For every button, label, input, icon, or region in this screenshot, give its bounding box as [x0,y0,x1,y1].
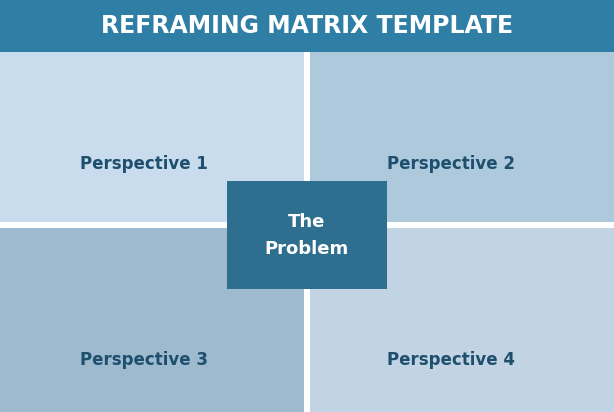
Bar [0,0,614,52]
Bar [310,227,614,412]
Bar [310,52,614,222]
Text: Perspective 2: Perspective 2 [387,155,515,173]
Text: The
Problem: The Problem [265,213,349,258]
Bar [0,52,304,222]
Text: REFRAMING MATRIX TEMPLATE: REFRAMING MATRIX TEMPLATE [101,14,513,38]
Bar [0,227,304,412]
Text: Perspective 3: Perspective 3 [80,351,208,368]
Bar [227,181,387,289]
Text: Perspective 1: Perspective 1 [80,155,208,173]
Text: Perspective 4: Perspective 4 [387,351,515,368]
